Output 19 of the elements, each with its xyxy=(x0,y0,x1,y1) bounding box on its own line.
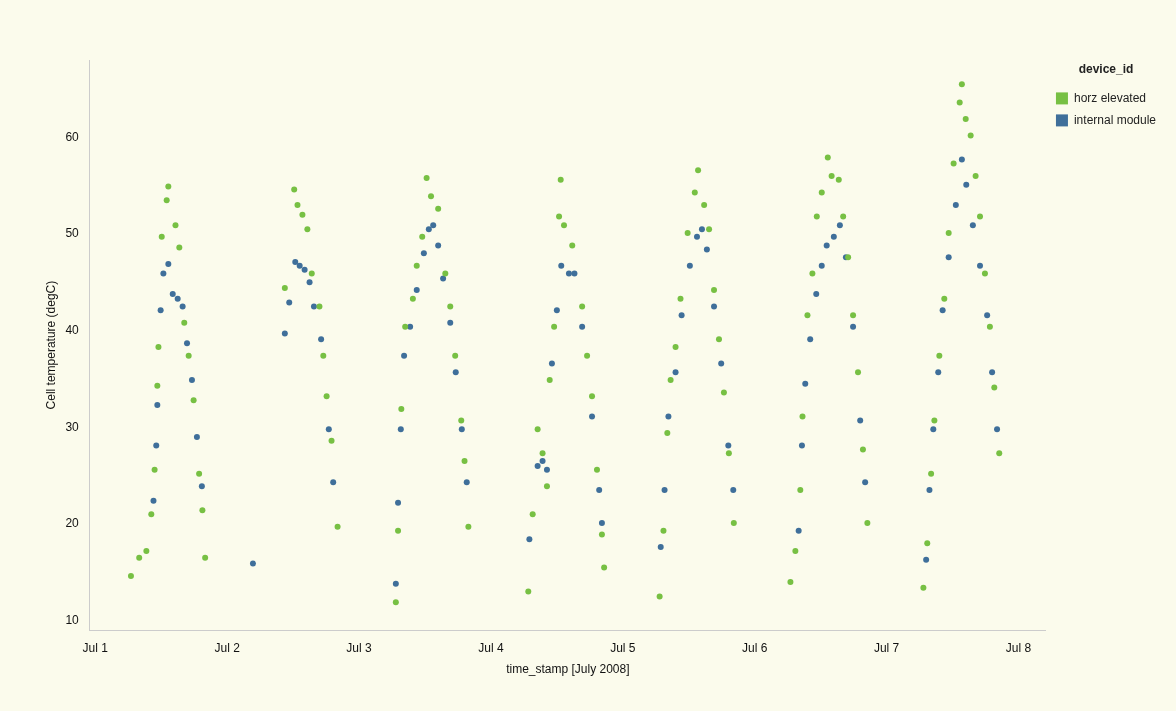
legend-title: device_id xyxy=(1078,62,1134,77)
y-tick-label: 20 xyxy=(65,516,80,531)
x-tick-label: Jul 2 xyxy=(214,640,241,655)
x-tick-label: Jul 4 xyxy=(478,640,504,655)
y-tick-label: 10 xyxy=(65,612,80,627)
legend-label: internal module xyxy=(1073,112,1157,127)
y-tick-label: 30 xyxy=(65,419,80,434)
x-tick-label: Jul 1 xyxy=(82,640,109,655)
y-tick-label: 60 xyxy=(65,129,80,144)
x-tick-label: Jul 8 xyxy=(1005,640,1032,655)
legend-label: horz elevated xyxy=(1073,90,1146,105)
x-tick-label: Jul 7 xyxy=(873,640,900,655)
y-axis-title: Cell temperature (degC) xyxy=(43,280,58,410)
x-tick-label: Jul 3 xyxy=(346,640,373,655)
y-tick-label: 50 xyxy=(65,226,80,241)
x-tick-label: Jul 5 xyxy=(610,640,636,655)
y-tick-label: 40 xyxy=(65,322,80,337)
x-axis-title: time_stamp [July 2008] xyxy=(506,662,630,677)
x-tick-label: Jul 6 xyxy=(742,640,768,655)
